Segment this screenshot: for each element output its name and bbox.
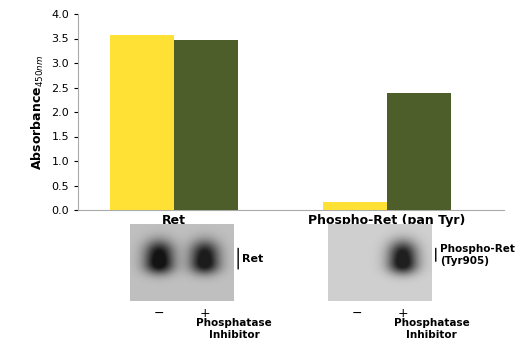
Text: +: + [397, 307, 408, 320]
Text: Phosphatase
Inhibitor: Phosphatase Inhibitor [196, 318, 272, 340]
Bar [110, 35, 174, 210]
Text: +: + [200, 307, 210, 320]
Text: Ret: Ret [242, 254, 264, 264]
Text: −: − [154, 307, 164, 320]
Text: Phospho-Ret
(Tyr905): Phospho-Ret (Tyr905) [440, 244, 515, 266]
Y-axis label: Absorbance$_{450nm}$: Absorbance$_{450nm}$ [30, 54, 46, 170]
Bar [387, 93, 451, 210]
Text: Phosphatase
Inhibitor: Phosphatase Inhibitor [394, 318, 470, 340]
Bar [323, 202, 387, 210]
Bar [174, 40, 238, 210]
Text: −: − [352, 307, 362, 320]
